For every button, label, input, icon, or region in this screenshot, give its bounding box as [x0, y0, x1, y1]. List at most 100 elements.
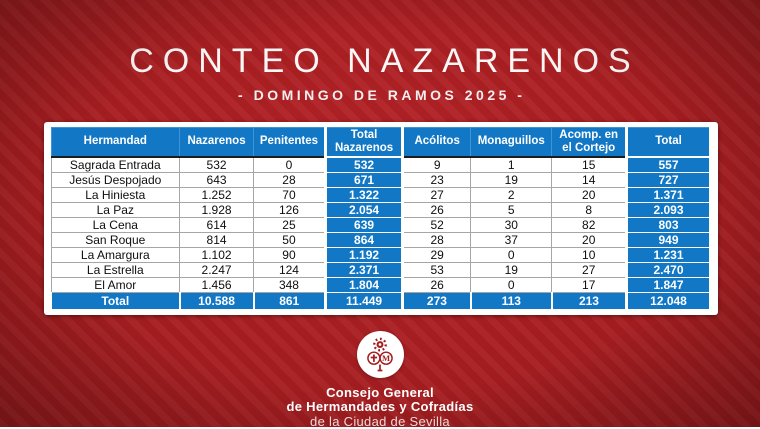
table-cell: 29	[402, 246, 472, 263]
table-header-row: Hermandad Nazarenos Penitentes Total Nazare…	[50, 126, 712, 158]
table-cell: 8	[551, 201, 627, 218]
table-cell: 0	[470, 276, 553, 293]
hermandad-cell: La Amargura	[50, 246, 181, 263]
table-cell: 1.322	[323, 186, 405, 203]
table-cell: 90	[253, 246, 326, 263]
table-row: La Paz 1.928 126 2.054 26 5 8 2.093	[50, 201, 712, 218]
table-cell: 5	[470, 201, 553, 218]
table-cell: 53	[402, 261, 472, 278]
table-cell: 0	[470, 246, 553, 263]
table-cell: 19	[470, 171, 553, 188]
table-cell: 1.231	[625, 246, 712, 263]
org-name-line1: Consejo General	[326, 385, 434, 400]
table-cell: 1.252	[179, 186, 254, 203]
page-subtitle: - DOMINGO DE RAMOS 2025 -	[238, 87, 526, 103]
table-row: La Estrella 2.247 124 2.371 53 19 27 2.470	[50, 261, 712, 278]
table-cell: 1.456	[179, 276, 254, 293]
table-cell: 2	[470, 186, 553, 203]
hermandad-cell: La Estrella	[50, 261, 181, 278]
table-cell: 864	[323, 231, 405, 248]
column-header: Total Nazarenos	[323, 126, 405, 158]
organization-logo: M	[356, 331, 404, 378]
table-cell: 2.247	[179, 261, 254, 278]
hermandad-cell: La Hiniesta	[50, 186, 181, 203]
table-cell: 26	[402, 276, 472, 293]
counts-table-frame: Hermandad Nazarenos Penitentes Total Nazare…	[44, 122, 718, 315]
column-header: Penitentes	[253, 126, 326, 158]
table-header-row: Hermandad Nazarenos Penitentes Total Nazare…	[50, 126, 712, 158]
table-row: San Roque 814 50 864 28 37 20 949	[50, 231, 712, 248]
total-cell: 113	[469, 291, 553, 310]
cofradias-emblem-icon: M	[367, 337, 393, 371]
counts-table: Hermandad Nazarenos Penitentes Total Nazare…	[50, 126, 712, 310]
table-cell: 70	[253, 186, 326, 203]
table-cell: 1.804	[323, 276, 405, 293]
table-row: Jesús Despojado 643 28 671 23 19 14 727	[50, 171, 712, 188]
table-row: Sagrada Entrada 532 0 532 9 1 15 557	[50, 156, 712, 173]
table-cell: 614	[179, 216, 254, 233]
table-cell: 37	[470, 231, 553, 248]
hermandad-cell: La Paz	[50, 201, 181, 218]
table-cell: 15	[551, 156, 627, 173]
table-cell: 814	[179, 231, 254, 248]
table-cell: 124	[253, 261, 326, 278]
table-cell: 2.054	[323, 201, 405, 218]
hermandad-cell: San Roque	[50, 231, 181, 248]
table-cell: 2.371	[323, 261, 405, 278]
table-row: La Cena 614 25 639 52 30 82 803	[50, 216, 712, 233]
hermandad-cell: Jesús Despojado	[50, 171, 181, 188]
total-cell: 12.048	[625, 291, 712, 310]
table-row: La Amargura 1.102 90 1.192 29 0 10 1.231	[50, 246, 712, 263]
table-body: Sagrada Entrada 532 0 532 9 1 15 557 Jesús Despo…	[50, 156, 712, 310]
table-cell: 27	[551, 261, 627, 278]
total-cell: 10.588	[178, 291, 254, 310]
table-cell: 1	[470, 156, 553, 173]
column-header: Acomp. en el Cortejo	[551, 126, 627, 158]
svg-text:M: M	[382, 353, 390, 363]
table-cell: 20	[551, 231, 627, 248]
table-cell: 126	[253, 201, 326, 218]
table-cell: 949	[625, 231, 712, 248]
table-cell: 1.847	[625, 276, 712, 293]
table-cell: 671	[323, 171, 405, 188]
table-cell: 2.093	[625, 201, 712, 218]
table-cell: 20	[551, 186, 627, 203]
column-header: Hermandad	[50, 126, 181, 158]
column-header: Acólitos	[402, 126, 472, 158]
table-cell: 28	[402, 231, 472, 248]
table-cell: 1.928	[179, 201, 254, 218]
table-cell: 643	[179, 171, 254, 188]
org-name-line3: de la Ciudad de Sevilla	[310, 414, 450, 429]
table-cell: 10	[551, 246, 627, 263]
table-cell: 23	[402, 171, 472, 188]
table-cell: 52	[402, 216, 472, 233]
table-cell: 1.192	[323, 246, 405, 263]
org-name-line2: de Hermandades y Cofradías	[286, 399, 474, 414]
table-cell: 803	[625, 216, 712, 233]
table-cell: 27	[402, 186, 472, 203]
table-cell: 25	[253, 216, 326, 233]
table-cell: 30	[470, 216, 553, 233]
column-header: Monaguillos	[470, 126, 553, 158]
table-cell: 639	[323, 216, 405, 233]
table-cell: 1.102	[179, 246, 254, 263]
table-cell: 50	[253, 231, 326, 248]
table-cell: 557	[625, 156, 712, 173]
total-cell: 861	[252, 291, 326, 310]
table-row: El Amor 1.456 348 1.804 26 0 17 1.847	[50, 276, 712, 293]
hermandad-cell: Sagrada Entrada	[50, 156, 181, 173]
table-cell: 9	[402, 156, 472, 173]
total-cell: 11.449	[323, 291, 405, 310]
column-header: Total	[625, 126, 712, 158]
total-cell: 213	[550, 291, 627, 310]
table-cell: 26	[402, 201, 472, 218]
table-row: La Hiniesta 1.252 70 1.322 27 2 20 1.371	[50, 186, 712, 203]
table-cell: 532	[179, 156, 254, 173]
table-cell: 17	[551, 276, 627, 293]
total-cell: 273	[401, 291, 472, 310]
table-cell: 19	[470, 261, 553, 278]
table-cell: 727	[625, 171, 712, 188]
column-header: Nazarenos	[179, 126, 254, 158]
page-title: CONTEO NAZARENOS	[129, 42, 640, 80]
table-cell: 0	[253, 156, 326, 173]
